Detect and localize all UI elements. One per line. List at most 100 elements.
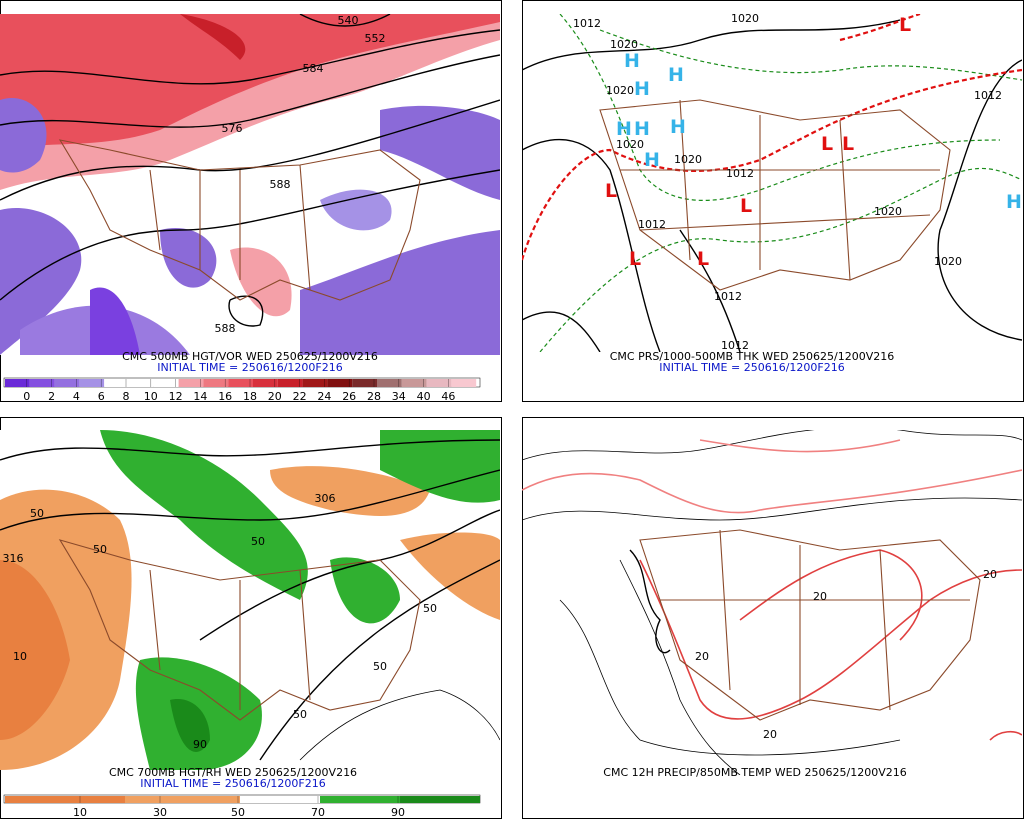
colorbar-swatch [401, 379, 427, 387]
contour-label: 1012 [638, 218, 666, 231]
colorbar-swatch [5, 796, 125, 803]
contour-label: 1012 [974, 89, 1002, 102]
high-marker: H [670, 116, 686, 138]
state-borders [639, 529, 981, 721]
humidity-map [0, 430, 500, 770]
contour-label: 50 [373, 660, 387, 673]
thickness [559, 14, 1001, 201]
contour-label: 1012 [714, 290, 742, 303]
initial-time: INITIAL TIME = 250616/1200F216 [140, 777, 325, 790]
caption: CMC PRS/1000-500MB THK WED 250625/1200V2… [610, 350, 895, 363]
high-marker: H [634, 78, 650, 100]
low-marker: L [629, 248, 641, 270]
state-borders [58, 539, 421, 721]
high-marker: H [1006, 191, 1022, 213]
colorbar-swatch [377, 379, 402, 387]
initial-time: INITIAL TIME = 250616/1200F216 [659, 361, 844, 374]
contour [299, 689, 500, 761]
contour-label: 584 [303, 62, 324, 75]
high-marker: H [624, 50, 640, 72]
panel-frame [522, 0, 1024, 402]
low-marker: L [740, 195, 752, 217]
contour-label: 1020 [610, 38, 638, 51]
contour [937, 59, 1022, 341]
thickness [599, 29, 1022, 81]
contour [228, 295, 264, 327]
contour-label: 50 [423, 602, 437, 615]
high-marker: H [616, 118, 632, 140]
colorbar-label: 22 [293, 390, 307, 403]
contour-label: 1012 [721, 339, 749, 352]
colorbar-swatch [125, 796, 240, 803]
state-borders [58, 139, 421, 301]
colorbar-swatch [203, 379, 229, 387]
colorbar-swatch [277, 379, 303, 387]
colorbar-swatch [253, 379, 278, 387]
colorbar-label: 0 [23, 390, 30, 403]
thickness-540 [839, 14, 921, 42]
colorbar-swatch [302, 379, 328, 387]
low-marker: L [842, 133, 854, 155]
contour-label: 1020 [934, 255, 962, 268]
contour-label: 540 [338, 14, 359, 27]
contour [629, 549, 671, 654]
contour [522, 138, 661, 352]
contour [0, 29, 500, 85]
contour-label: 10 [13, 650, 27, 663]
contour [299, 14, 391, 27]
low-marker: L [821, 133, 833, 155]
colorbar-label: 16 [218, 390, 232, 403]
colorbar-swatch [426, 379, 452, 387]
contour [259, 559, 500, 761]
high-marker: H [668, 64, 684, 86]
contour-label: 1020 [606, 84, 634, 97]
colorbar-swatch [79, 379, 105, 387]
colorbar-label: 34 [392, 390, 406, 403]
colorbar-label: 18 [243, 390, 257, 403]
isotherm [522, 469, 1022, 514]
contour [522, 19, 901, 71]
colorbar-label: 8 [123, 390, 130, 403]
caption: CMC 12H PRECIP/850MB TEMP WED 250625/120… [603, 766, 906, 779]
caption: CMC 700MB HGT/RH WED 250625/1200V216 [109, 766, 357, 779]
contour [0, 169, 500, 301]
contour-label: 306 [315, 492, 336, 505]
colorbar-swatch [54, 379, 80, 387]
contour-label: 588 [270, 178, 291, 191]
colorbar-label: 10 [73, 806, 87, 819]
colorbar-label: 26 [342, 390, 356, 403]
colorbar-swatch [104, 379, 129, 387]
colorbar-label: 40 [417, 390, 431, 403]
contour-label: 50 [293, 708, 307, 721]
initial-time: INITIAL TIME = 250616/1200F216 [157, 361, 342, 374]
contour [559, 599, 901, 756]
colorbar-swatch [178, 379, 204, 387]
vorticity-map [0, 14, 500, 355]
state-borders [599, 99, 951, 291]
colorbar-label: 14 [193, 390, 207, 403]
contour-label: 1020 [616, 138, 644, 151]
contour-label: 1020 [874, 205, 902, 218]
contour-label: 50 [30, 507, 44, 520]
contour-label: 1020 [674, 153, 702, 166]
isotherm [989, 730, 1022, 741]
contour-label: 20 [695, 650, 709, 663]
contour [0, 54, 500, 128]
contour-label: 588 [215, 322, 236, 335]
precip-map [522, 430, 1022, 775]
contour-label: 20 [983, 568, 997, 581]
colorbar-swatch [5, 379, 30, 387]
contour-label: 1012 [726, 167, 754, 180]
high-marker: H [644, 149, 660, 171]
contour [679, 229, 741, 352]
colorbar-label: 24 [317, 390, 331, 403]
colorbar-label: 6 [98, 390, 105, 403]
thickness-540 [522, 68, 1022, 261]
low-marker: L [899, 14, 911, 36]
colorbar-label: 2 [48, 390, 55, 403]
colorbar-label: 20 [268, 390, 282, 403]
contour-label: 50 [93, 543, 107, 556]
contour-label: 316 [3, 552, 24, 565]
